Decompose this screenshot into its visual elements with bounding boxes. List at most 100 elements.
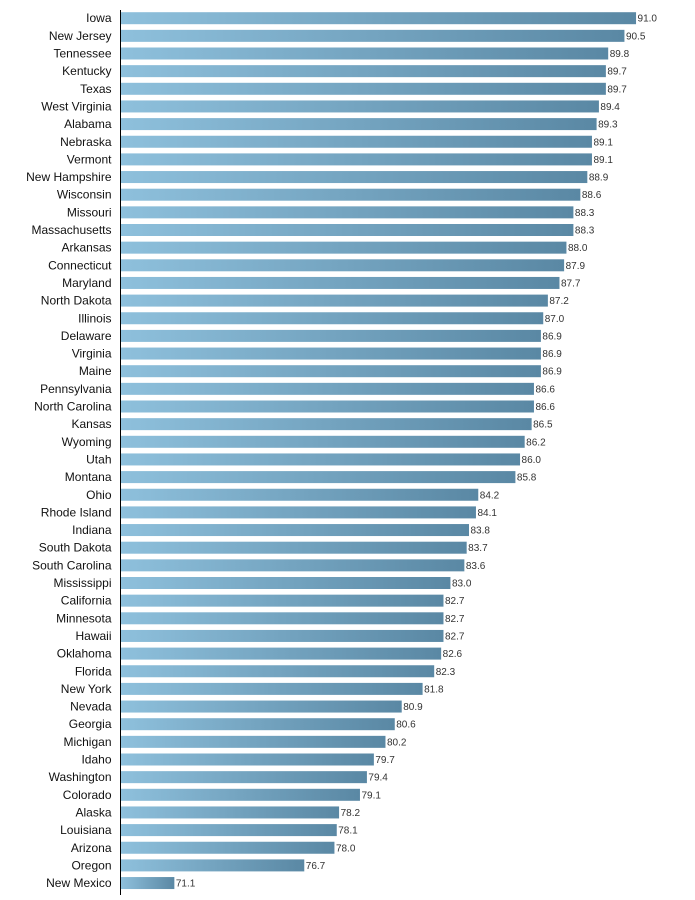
category-labels-group: Iowa New Jersey Tennessee Kentucky Texas West… (26, 11, 112, 890)
value-label: 82.3 (436, 667, 456, 678)
value-label: 80.6 (396, 720, 416, 731)
category-label: West Virginia (41, 99, 112, 113)
category-label: Georgia (69, 717, 112, 731)
value-label: 83.6 (466, 561, 486, 572)
bar (121, 541, 467, 554)
category-label: Connecticut (48, 258, 112, 272)
bar (121, 329, 541, 342)
category-label: Maine (79, 364, 112, 378)
bar (121, 259, 565, 272)
bar (121, 665, 435, 678)
bar (121, 806, 340, 819)
value-label: 89.7 (607, 84, 627, 95)
value-label: 86.2 (526, 437, 546, 448)
value-label: 78.1 (338, 826, 358, 837)
category-label: Arizona (71, 841, 112, 855)
category-label: Nebraska (60, 135, 112, 149)
value-label: 86.9 (542, 331, 562, 342)
category-label: Rhode Island (41, 505, 112, 519)
bar (121, 224, 574, 236)
category-label: Washington (49, 770, 112, 784)
category-label: Missouri (67, 205, 112, 219)
value-label: 89.4 (600, 102, 620, 113)
category-label: Nevada (70, 700, 112, 714)
bar (121, 100, 599, 113)
category-label: Tennessee (53, 47, 111, 61)
bar (121, 347, 541, 360)
bar (121, 594, 444, 607)
bar (121, 559, 465, 572)
category-label: Pennsylvania (40, 382, 112, 396)
bar (121, 841, 335, 854)
category-label: Minnesota (56, 611, 112, 625)
category-label: South Dakota (39, 541, 112, 555)
value-label: 87.2 (549, 296, 569, 307)
bar (121, 82, 606, 95)
bar (121, 612, 444, 625)
category-label: Alabama (64, 117, 112, 131)
bar (121, 524, 469, 537)
category-label: Utah (86, 452, 111, 466)
value-label: 86.9 (542, 349, 562, 360)
bar (121, 294, 548, 307)
category-label: Oregon (71, 858, 111, 872)
value-label: 71.1 (176, 879, 196, 890)
category-label: Maryland (62, 276, 111, 290)
category-label: Oklahoma (57, 647, 112, 661)
value-label: 89.3 (598, 120, 618, 131)
bar (121, 824, 337, 837)
value-label: 86.9 (542, 367, 562, 378)
bar (121, 471, 516, 484)
value-label: 83.8 (471, 526, 491, 537)
value-label: 89.1 (593, 137, 613, 148)
value-label: 88.3 (575, 226, 595, 237)
value-label: 86.6 (535, 384, 555, 395)
category-label: Massachusetts (31, 223, 111, 237)
category-label: Florida (75, 664, 112, 678)
category-label: Wisconsin (57, 188, 112, 202)
category-label: New Hampshire (26, 170, 112, 184)
value-label: 87.0 (545, 314, 565, 325)
value-label: 88.6 (582, 190, 602, 201)
category-label: Hawaii (75, 629, 111, 643)
value-label: 80.2 (387, 737, 407, 748)
category-label: Indiana (72, 523, 112, 537)
category-label: New Jersey (49, 29, 112, 43)
category-label: Illinois (78, 311, 111, 325)
bar (121, 65, 606, 78)
value-label: 88.0 (568, 243, 588, 254)
value-label: 85.8 (517, 473, 537, 484)
value-label: 79.1 (361, 790, 381, 801)
category-label: Arkansas (61, 241, 111, 255)
bar (121, 859, 305, 872)
bar (121, 682, 423, 695)
value-label: 86.5 (533, 420, 553, 431)
bar (121, 577, 451, 589)
value-label: 83.7 (468, 543, 488, 554)
category-label: New York (61, 682, 113, 696)
category-label: Virginia (72, 347, 112, 361)
value-label: 89.8 (610, 49, 630, 60)
value-label: 78.2 (341, 808, 361, 819)
bar (121, 629, 444, 642)
bar (121, 12, 637, 25)
bar (121, 718, 395, 731)
category-label: Idaho (81, 753, 111, 767)
bar (121, 365, 541, 378)
category-label: Delaware (61, 329, 112, 343)
bar (121, 312, 544, 325)
bar (121, 735, 386, 748)
bar (121, 206, 574, 219)
bar (121, 382, 534, 395)
value-label: 83.0 (452, 579, 472, 590)
bar (121, 153, 592, 166)
category-label: Mississippi (53, 576, 111, 590)
bar (121, 276, 560, 289)
value-label: 90.5 (626, 31, 646, 42)
bar (121, 118, 597, 131)
bar (121, 135, 592, 148)
bar (121, 506, 476, 519)
bar (121, 241, 567, 254)
bar (121, 188, 581, 201)
